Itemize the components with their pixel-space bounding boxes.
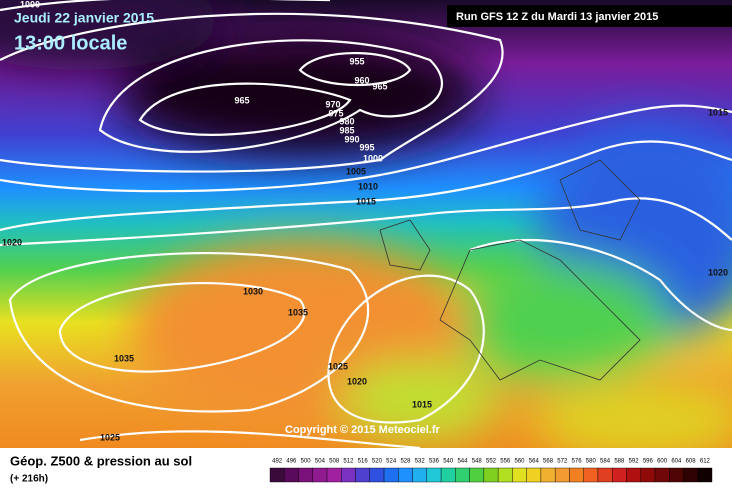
scale-label: 600 xyxy=(657,459,668,465)
scale-label: 500 xyxy=(301,459,312,465)
isobar-label: 960 xyxy=(354,75,369,85)
scale-cell xyxy=(355,467,371,483)
scale-label: 496 xyxy=(286,459,297,465)
scale-cell xyxy=(469,467,485,483)
scale-cell xyxy=(483,467,499,483)
scale-cell xyxy=(540,467,556,483)
scale-label: 552 xyxy=(486,459,497,465)
scale-label: 576 xyxy=(572,459,583,465)
scale-cell xyxy=(683,467,698,483)
isobar-label: 965 xyxy=(372,81,387,91)
scale-cell xyxy=(626,467,641,483)
scale-cell xyxy=(298,467,313,483)
scale-label: 540 xyxy=(443,459,454,465)
scale-cell xyxy=(512,467,527,483)
scale-label: 532 xyxy=(415,459,426,465)
copyright: Copyright © 2015 Meteociel.fr xyxy=(285,424,441,436)
isobar-label: 985 xyxy=(339,125,354,135)
scale-label: 492 xyxy=(272,459,283,465)
isobar-label: 965 xyxy=(234,95,249,105)
scale-label: 524 xyxy=(386,459,397,465)
scale-label: 544 xyxy=(457,459,468,465)
time-label: 13:00 locale xyxy=(14,32,127,54)
run-box xyxy=(447,5,732,27)
scale-cell xyxy=(497,467,513,483)
isobar-label: 990 xyxy=(344,134,359,144)
map-area xyxy=(0,0,732,448)
scale-cell xyxy=(383,467,399,483)
isobar-label: 1020 xyxy=(708,267,728,277)
scale-label: 608 xyxy=(686,459,697,465)
isobar-label: 970 xyxy=(325,99,340,109)
isobar-label: 955 xyxy=(349,56,364,66)
footer-title: Géop. Z500 & pression au sol xyxy=(10,453,192,468)
scale-cell xyxy=(426,467,442,483)
scale-label: 504 xyxy=(315,459,326,465)
scale-label: 516 xyxy=(358,459,369,465)
isobar-label: 1020 xyxy=(2,237,22,247)
footer-lead: (+ 216h) xyxy=(10,474,48,485)
scale-cell xyxy=(412,467,428,483)
scale-label: 528 xyxy=(400,459,411,465)
coastlines xyxy=(379,159,641,381)
isobar-label: 975 xyxy=(328,108,343,118)
scale-label: 520 xyxy=(372,459,383,465)
isobar-label: 1000 xyxy=(363,153,383,163)
scale-label: 556 xyxy=(500,459,511,465)
isobar-label: 1010 xyxy=(358,181,378,191)
scale-label: 572 xyxy=(557,459,568,465)
scale-cell xyxy=(312,467,328,483)
scale-cell xyxy=(597,467,613,483)
scale-cell xyxy=(369,467,385,483)
scale-label: 612 xyxy=(700,459,711,465)
scale-cell xyxy=(440,467,456,483)
scale-label: 596 xyxy=(643,459,654,465)
scale-label: 512 xyxy=(343,459,354,465)
scale-label: 564 xyxy=(529,459,540,465)
scale-cell xyxy=(284,467,299,483)
scale-cell xyxy=(526,467,542,483)
scale-label: 592 xyxy=(629,459,640,465)
isobar-label: 1025 xyxy=(100,432,120,442)
isobar-label: 1000 xyxy=(20,0,40,9)
scale-label: 548 xyxy=(472,459,483,465)
isobar-label: 1020 xyxy=(347,376,367,386)
scale-label: 536 xyxy=(429,459,440,465)
isobar-label: 1015 xyxy=(412,399,432,409)
isobar-label: 1025 xyxy=(328,361,348,371)
isobar-label: 1035 xyxy=(114,353,134,363)
isobar-label: 1005 xyxy=(346,166,366,176)
scale-label: 604 xyxy=(671,459,682,465)
scale-cell xyxy=(697,467,713,483)
scale-label: 588 xyxy=(614,459,625,465)
isobar-label: 980 xyxy=(339,116,354,126)
scale-cell xyxy=(341,467,356,483)
scale-cell xyxy=(669,467,684,483)
isobar-label: 995 xyxy=(359,142,374,152)
scale-cell xyxy=(569,467,584,483)
scale-label: 580 xyxy=(586,459,597,465)
scale-cell xyxy=(326,467,342,483)
scale-cell xyxy=(640,467,656,483)
isobar-label: 1035 xyxy=(288,307,308,317)
scale-cell xyxy=(554,467,570,483)
scale-label: 560 xyxy=(515,459,526,465)
isobar-label: 1030 xyxy=(243,286,263,296)
scale-cell xyxy=(269,467,285,483)
run-label: Run GFS 12 Z du Mardi 13 janvier 2015 xyxy=(456,11,658,23)
scale-cell xyxy=(583,467,599,483)
scale-cell xyxy=(654,467,670,483)
scale-cell xyxy=(611,467,627,483)
scale-cell xyxy=(455,467,470,483)
scale-label: 584 xyxy=(600,459,611,465)
scale-cell xyxy=(398,467,413,483)
isobar-label: 1015 xyxy=(708,107,728,117)
scale-label: 568 xyxy=(543,459,554,465)
date-label: Jeudi 22 janvier 2015 xyxy=(14,10,154,26)
scale-label: 508 xyxy=(329,459,340,465)
isobar-label: 1015 xyxy=(356,196,376,206)
